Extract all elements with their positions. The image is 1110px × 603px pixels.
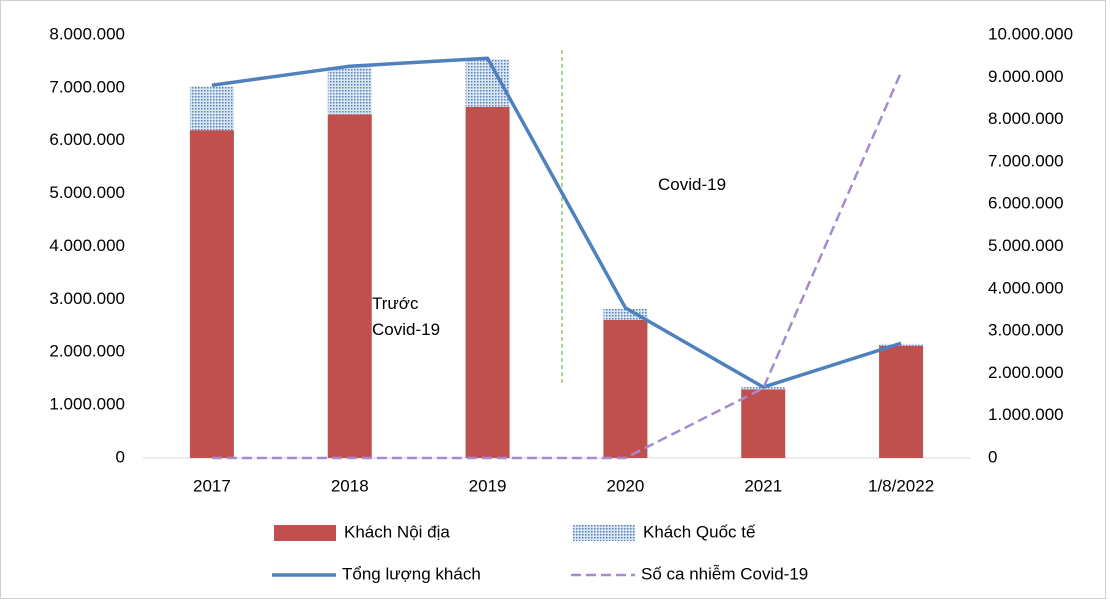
y2-tick-label: 9.000.000 — [988, 67, 1064, 86]
y-tick-label: 1.000.000 — [49, 395, 125, 414]
bar — [741, 389, 786, 458]
legend-label: Khách Quốc tế — [643, 522, 756, 541]
x-tick-label: 2018 — [331, 476, 369, 495]
y-tick-label: 8.000.000 — [49, 24, 125, 43]
y-tick-label: 7.000.000 — [49, 77, 125, 96]
y2-tick-label: 10.000.000 — [988, 24, 1073, 43]
line — [211, 71, 903, 460]
y-tick-label: 4.000.000 — [49, 236, 125, 255]
y-tick-label: 0 — [116, 447, 125, 466]
annotation: Trước Covid-19 — [372, 294, 441, 339]
legend-label: Khách Nội địa — [344, 522, 450, 541]
bar — [603, 319, 648, 458]
annotation: Covid-19 — [658, 175, 727, 194]
y-tick-label: 3.000.000 — [49, 289, 125, 308]
y2-tick-label: 3.000.000 — [988, 321, 1064, 340]
y2-tick-label: 0 — [988, 447, 997, 466]
bar — [189, 130, 234, 459]
x-tick-label: 2017 — [193, 476, 231, 495]
x-tick-label: 2019 — [469, 476, 507, 495]
line — [211, 56, 902, 389]
y-tick-label: 5.000.000 — [49, 183, 125, 202]
x-tick-label: 2020 — [607, 476, 645, 495]
y2-tick-label: 8.000.000 — [988, 109, 1064, 128]
y2-tick-label: 6.000.000 — [988, 194, 1064, 213]
legend-label: Số ca nhiễm Covid-19 — [641, 564, 808, 583]
y2-tick-label: 5.000.000 — [988, 236, 1064, 255]
y2-tick-label: 4.000.000 — [988, 278, 1064, 297]
y2-tick-label: 2.000.000 — [988, 363, 1064, 382]
y2-tick-label: 7.000.000 — [988, 151, 1064, 170]
bar — [327, 67, 372, 115]
y-tick-label: 2.000.000 — [49, 342, 125, 361]
bar — [465, 106, 510, 458]
bar — [327, 114, 372, 458]
y-tick-label: 6.000.000 — [49, 130, 125, 149]
legend-swatch — [274, 525, 336, 541]
legend-swatch — [573, 525, 635, 541]
bar — [603, 308, 648, 320]
y2-tick-label: 1.000.000 — [988, 405, 1064, 424]
bar — [189, 86, 234, 131]
legend-label: Tổng lượng khách — [342, 564, 481, 583]
bar — [879, 345, 924, 458]
x-tick-label: 1/8/2022 — [868, 476, 934, 495]
x-tick-label: 2021 — [744, 476, 782, 495]
